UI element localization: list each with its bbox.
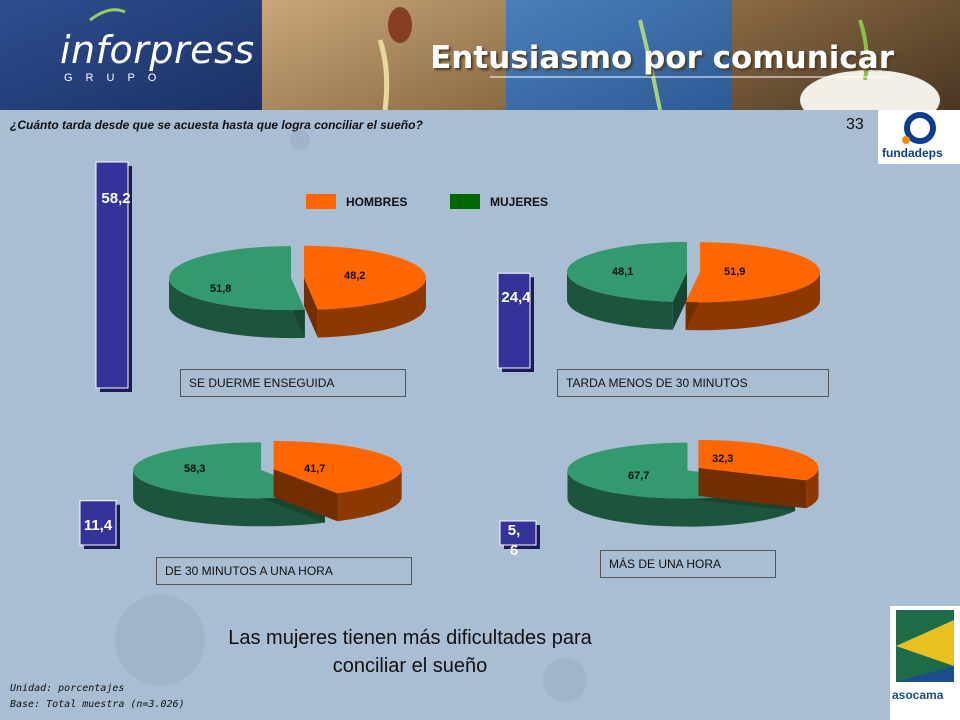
asocama-logo-text: asocama [892, 688, 944, 702]
bar-value-label: 11,4 [83, 517, 113, 534]
pie-label-mujeres: 67,7 [628, 470, 650, 482]
header-background [0, 0, 960, 110]
bg-decoration [115, 595, 205, 685]
category-label: TARDA MENOS DE 30 MINUTOS [557, 369, 829, 397]
bar [499, 520, 537, 546]
pie-label-hombres: 32,3 [712, 453, 734, 465]
bar-value-label: 5, 6 [507, 522, 521, 559]
title-underline [490, 76, 890, 78]
pie-slice-mujeres-side [567, 271, 673, 330]
pie-slice-hombres [698, 439, 819, 481]
pie-slice-mujeres [169, 246, 305, 311]
legend-swatch-mujeres [450, 194, 480, 209]
footer-base: Base: Total muestra (n=3.026) [10, 699, 185, 710]
pie-slice-mujeres [567, 241, 688, 302]
bar [497, 272, 531, 369]
pie-slice-hombres [273, 440, 402, 494]
brand-subtitle: GRUPO [64, 72, 170, 84]
bar-value-label: 24,4 [501, 289, 531, 306]
survey-question: ¿Cuánto tarda desde que se acuesta hasta… [10, 118, 423, 132]
category-label: MÁS DE UNA HORA [600, 550, 776, 578]
pie-slice-mujeres-side [133, 470, 325, 527]
pie-slice-hombres-face [273, 468, 338, 522]
brand-logo: inforpress [60, 28, 255, 72]
asocama-logo: asocama [890, 606, 960, 720]
bg-decoration [543, 658, 587, 702]
legend-label-hombres: HOMBRES [346, 195, 408, 209]
pie-slice-hombres-side [337, 468, 402, 522]
legend-label-mujeres: MUJERES [490, 195, 549, 209]
bar-value-label: 58,2 [101, 190, 131, 207]
header-banner: inforpress GRUPO Entusiasmo por comunica… [0, 0, 960, 110]
pie-slice-hombres-side [806, 467, 819, 509]
pie-slice-mujeres-face [672, 271, 688, 330]
pie-label-mujeres: 58,3 [184, 463, 206, 475]
pie-slice-hombres [303, 245, 426, 310]
fundadeps-logo-text: fundadeps [882, 146, 943, 160]
page-title: Entusiasmo por comunicar [430, 40, 894, 76]
conclusion-text: Las mujeres tienen más dificultades para… [228, 627, 592, 677]
fundadeps-logo: fundadeps [878, 110, 960, 164]
pie-slice-hombres [685, 242, 820, 303]
category-label: SE DUERME ENSEGUIDA [180, 369, 406, 397]
pie-slice-mujeres-side [169, 278, 305, 339]
bg-decoration [290, 130, 310, 150]
pie-slice-mujeres-side [567, 470, 796, 527]
fundadeps-logo-mark [902, 112, 936, 144]
pie-slice-hombres-face [698, 467, 807, 509]
pie-label-mujeres: 51,8 [210, 283, 232, 295]
bar [79, 500, 117, 546]
legend-swatch-hombres [306, 194, 336, 209]
pie-slice-hombres-face [303, 277, 318, 338]
pie-label-hombres: 41,7 [304, 463, 326, 475]
bar [95, 161, 129, 389]
pie-slice-hombres-side [685, 272, 820, 331]
pie-label-hombres: 48,2 [344, 270, 366, 282]
pie-label-mujeres: 48,1 [612, 266, 634, 278]
pie-slice-hombres-side [317, 277, 426, 338]
pie-label-hombres: 51,9 [724, 266, 746, 278]
page-number: 33 [846, 116, 864, 133]
category-label: DE 30 MINUTOS A UNA HORA [156, 557, 412, 585]
asocama-logo-mark [896, 610, 954, 682]
footer-unit: Unidad: porcentajes [10, 683, 125, 694]
